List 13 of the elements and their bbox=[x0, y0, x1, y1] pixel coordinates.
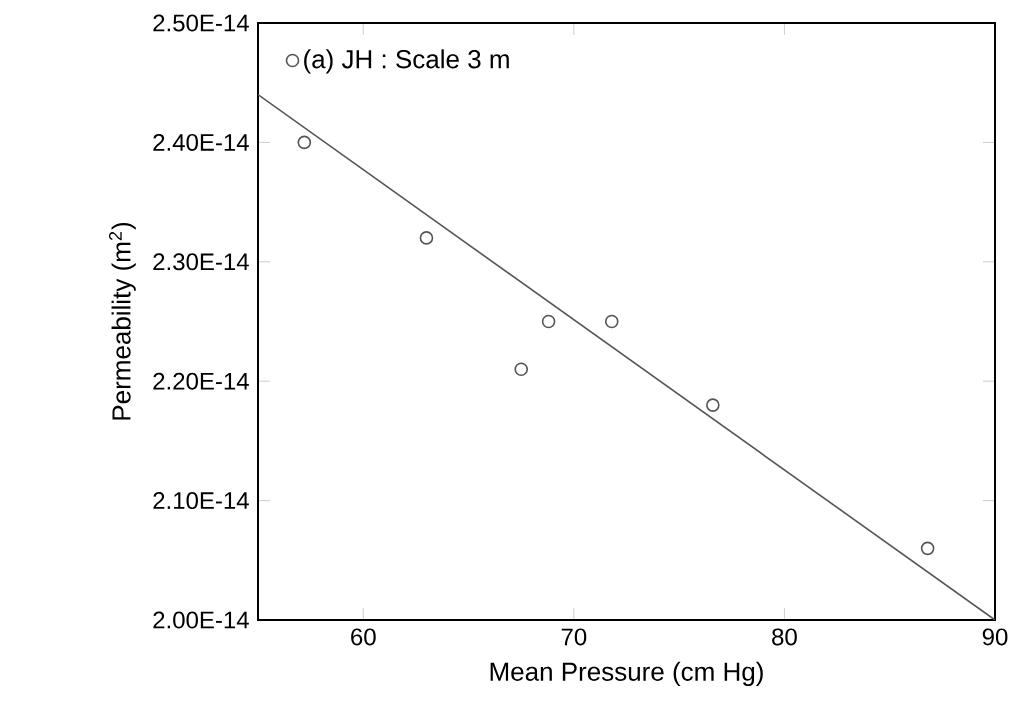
y-tick-label: 2.20E-14 bbox=[153, 372, 249, 390]
x-tick-label: 60 bbox=[351, 628, 376, 646]
legend-label: (a) JH : Scale 3 m bbox=[304, 49, 509, 74]
y-tick-label: 2.10E-14 bbox=[153, 492, 249, 510]
y-tick-label: 2.30E-14 bbox=[153, 253, 249, 271]
x-tick-label: 80 bbox=[772, 628, 797, 646]
x-axis-title: Mean Pressure (cm Hg) bbox=[490, 661, 763, 687]
y-tick-label: 2.40E-14 bbox=[153, 133, 249, 151]
x-tick-label: 70 bbox=[561, 628, 587, 646]
y-tick-label: 2.50E-14 bbox=[153, 14, 249, 32]
x-tick-label: 90 bbox=[982, 628, 1008, 646]
y-axis-title: Permeability (m$^{2}$) bbox=[108, 222, 136, 420]
y-tick-label: 2.00E-14 bbox=[153, 611, 249, 629]
